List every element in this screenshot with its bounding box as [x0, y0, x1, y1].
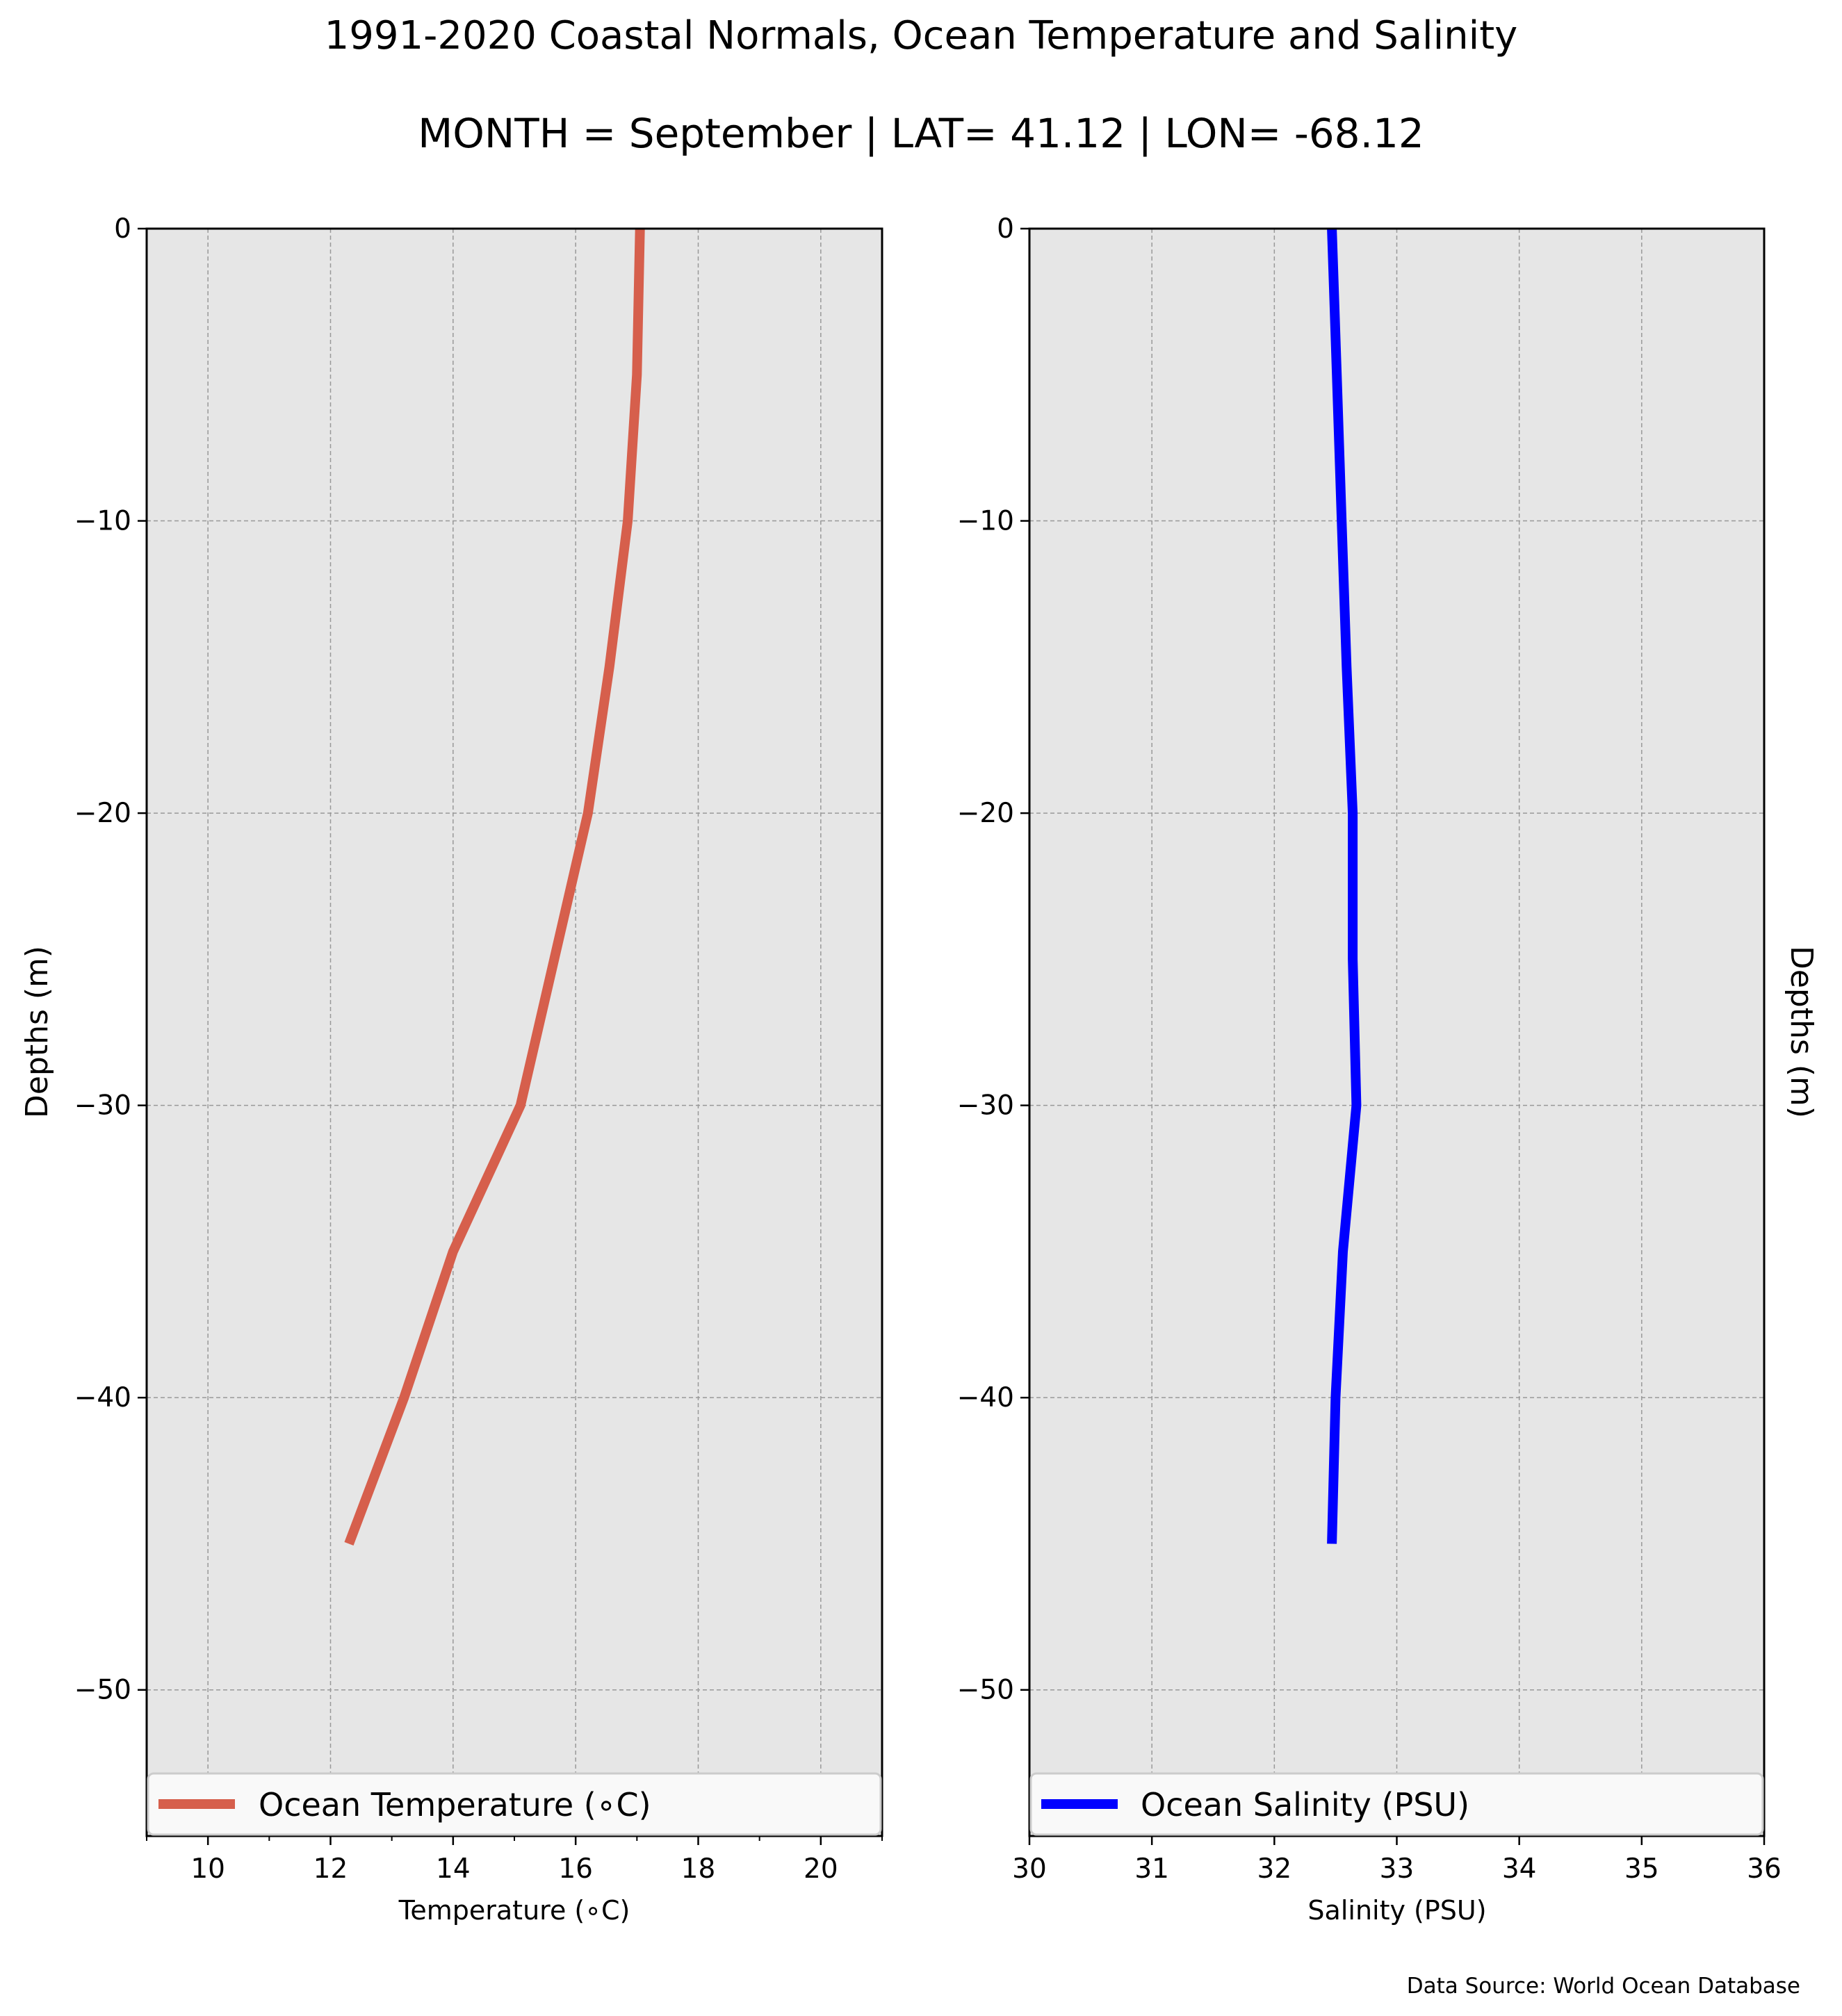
figure-title: 1991-2020 Coastal Normals, Ocean Tempera… [325, 13, 1518, 58]
salinity-x-tick-label: 32 [1257, 1853, 1292, 1885]
temperature-legend-box [147, 1772, 882, 1836]
salinity-ticks: 30 31 32 33 34 35 36 0 −10 −20 −30 −40 −50 [957, 213, 1782, 1885]
temperature-y-tick-label: −20 [74, 798, 131, 829]
temperature-y-tick-label: −10 [74, 506, 131, 537]
salinity-series-line [1327, 228, 1362, 1544]
temperature-series-line [344, 228, 645, 1546]
salinity-y-tick-label: −20 [957, 798, 1014, 829]
salinity-legend-box [1029, 1772, 1764, 1836]
salinity-x-tick-label: 34 [1502, 1853, 1537, 1885]
temperature-plot-area [147, 229, 882, 1836]
salinity-x-tick-label: 31 [1134, 1853, 1169, 1885]
figure-subtitle: MONTH = September | LAT= 41.12 | LON= -6… [418, 110, 1424, 157]
salinity-y-axis-label: Depths (m) [1784, 946, 1819, 1118]
temperature-x-tick-label: 20 [804, 1853, 838, 1885]
temperature-x-tick-label: 10 [190, 1853, 225, 1885]
salinity-grid [1029, 229, 1764, 1836]
salinity-x-axis-label: Salinity (PSU) [1307, 1895, 1486, 1926]
temperature-x-tick-label: 16 [558, 1853, 593, 1885]
salinity-x-tick-label: 35 [1624, 1853, 1659, 1885]
temperature-x-tick-label: 12 [313, 1853, 348, 1885]
temperature-grid [147, 229, 882, 1836]
salinity-y-tick-label: −10 [957, 506, 1014, 537]
salinity-y-tick-label: 0 [997, 213, 1014, 245]
salinity-panel: 30 31 32 33 34 35 36 0 −10 −20 −30 −40 −50 Ocean Sal… [957, 213, 1819, 1926]
salinity-x-tick-label: 33 [1380, 1853, 1415, 1885]
temperature-legend: Ocean Temperature (∘C) [147, 1772, 882, 1836]
temperature-panel: 10 12 14 16 18 20 0 −10 −20 −30 −40 −50 Ocean Tempe… [19, 213, 883, 1926]
temperature-y-tick-label: −30 [74, 1090, 131, 1122]
salinity-y-tick-label: −30 [957, 1090, 1014, 1122]
temperature-y-tick-label: −50 [74, 1675, 131, 1706]
temperature-x-axis-label: Temperature (∘C) [398, 1895, 630, 1926]
temperature-x-tick-label: 18 [681, 1853, 716, 1885]
temperature-series [344, 228, 645, 1546]
temperature-y-axis-label: Depths (m) [19, 946, 55, 1118]
salinity-x-tick-label: 30 [1012, 1853, 1047, 1885]
salinity-legend: Ocean Salinity (PSU) [1029, 1772, 1764, 1836]
salinity-series [1327, 228, 1362, 1544]
temperature-y-tick-label: −40 [74, 1382, 131, 1413]
salinity-plot-area [1029, 229, 1764, 1836]
salinity-y-tick-label: −40 [957, 1382, 1014, 1413]
data-source-note: Data Source: World Ocean Database [1407, 1974, 1800, 1999]
salinity-y-tick-label: −50 [957, 1675, 1014, 1706]
temperature-y-tick-label: 0 [114, 213, 131, 245]
temperature-ticks: 10 12 14 16 18 20 0 −10 −20 −30 −40 −50 [74, 213, 883, 1885]
temperature-legend-label: Ocean Temperature (∘C) [259, 1786, 651, 1824]
salinity-x-tick-label: 36 [1747, 1853, 1782, 1885]
temperature-x-tick-label: 14 [436, 1853, 471, 1885]
salinity-legend-label: Ocean Salinity (PSU) [1141, 1786, 1469, 1824]
